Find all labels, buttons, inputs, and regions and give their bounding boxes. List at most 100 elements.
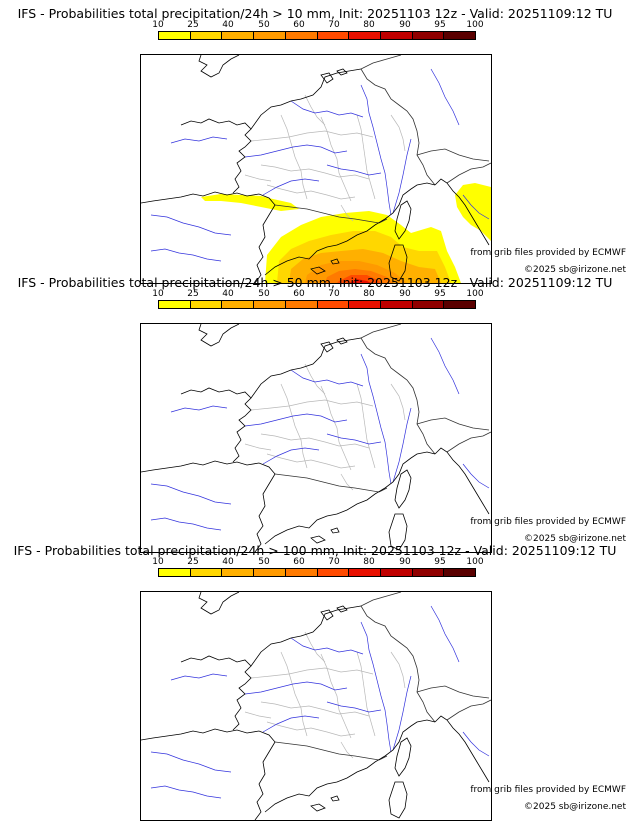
colorbar-label: 40: [222, 20, 234, 30]
colorbar-swatch: [412, 32, 445, 39]
island: [394, 469, 412, 509]
panel-title: IFS - Probabilities total precipitation/…: [17, 275, 613, 290]
panel-title: IFS - Probabilities total precipitation/…: [13, 543, 617, 558]
region-boundary: [340, 473, 354, 491]
region-boundary: [266, 184, 356, 200]
coastline: [264, 719, 436, 813]
river: [150, 248, 222, 262]
river: [376, 411, 392, 485]
river: [244, 413, 348, 427]
colorbar-label: 80: [363, 20, 375, 30]
region-boundary: [244, 443, 272, 451]
colorbar-label: 25: [187, 20, 199, 30]
river: [462, 731, 490, 757]
river: [326, 164, 382, 176]
river: [360, 621, 378, 681]
country-border: [360, 337, 436, 455]
copyright-credit: ©2025 sb@irizone.net: [524, 802, 626, 812]
colorbar: [158, 568, 476, 577]
coastline: [250, 68, 362, 130]
region-boundary: [260, 433, 370, 449]
colorbar-swatch: [412, 569, 445, 576]
coastline: [141, 460, 276, 552]
coastline: [250, 605, 362, 667]
colorbar-swatch: [380, 569, 413, 576]
map-canvas: [141, 55, 491, 283]
probability-area: [455, 183, 491, 241]
probability-map: [140, 323, 492, 553]
country-border: [360, 592, 402, 607]
country-border: [416, 148, 490, 162]
country-border: [274, 204, 388, 224]
colorbar-swatch: [444, 569, 476, 576]
colorbar-label: 95: [434, 20, 446, 30]
colorbar-swatch: [159, 301, 191, 308]
coastline: [180, 118, 252, 194]
country-border: [274, 741, 388, 761]
river: [150, 483, 232, 505]
country-border: [360, 605, 436, 723]
colorbar-swatch: [412, 301, 445, 308]
colorbar-swatch: [159, 569, 191, 576]
river: [392, 407, 412, 483]
region-boundary: [280, 383, 308, 469]
colorbar-label: 60: [293, 289, 305, 299]
colorbar-swatch: [254, 569, 286, 576]
river: [170, 136, 228, 144]
probability-map: [140, 54, 492, 284]
river: [150, 785, 222, 799]
colorbar-label: 10: [152, 557, 164, 567]
river: [244, 681, 348, 695]
country-border: [416, 685, 490, 699]
colorbar-label: 10: [152, 289, 164, 299]
colorbar-label: 50: [258, 20, 270, 30]
region-boundary: [320, 653, 352, 739]
colorbar-label: 100: [466, 557, 484, 567]
colorbar: [158, 300, 476, 309]
colorbar-label: 40: [222, 557, 234, 567]
coastline: [434, 715, 490, 783]
river: [150, 214, 232, 236]
colorbar-label: 95: [434, 557, 446, 567]
river: [376, 679, 392, 753]
map-canvas: [141, 592, 491, 820]
river: [462, 463, 490, 489]
region-boundary: [320, 116, 352, 202]
region-boundary: [266, 453, 356, 469]
map-canvas: [141, 324, 491, 552]
river: [170, 673, 228, 681]
colorbar: [158, 31, 476, 40]
colorbar-label: 25: [187, 289, 199, 299]
colorbar-label: 80: [363, 557, 375, 567]
colorbar-label: 60: [293, 20, 305, 30]
region-boundary: [244, 711, 272, 719]
country-border: [360, 68, 436, 186]
river: [150, 751, 232, 773]
river: [430, 68, 460, 126]
colorbar-swatch: [222, 569, 255, 576]
country-border: [274, 473, 388, 493]
region-boundary: [356, 383, 376, 469]
colorbar-label: 40: [222, 289, 234, 299]
copyright-credit: ©2025 sb@irizone.net: [524, 534, 626, 544]
island: [388, 244, 408, 282]
colorbar-swatch: [190, 569, 223, 576]
colorbar-label: 90: [399, 557, 411, 567]
coastline: [180, 655, 252, 731]
island: [388, 513, 408, 551]
source-credit: from grib files provided by ECMWF: [470, 785, 626, 795]
source-credit: from grib files provided by ECMWF: [470, 517, 626, 527]
coastline: [141, 728, 276, 820]
river: [392, 675, 412, 751]
colorbar-swatch: [254, 301, 286, 308]
colorbar-swatch: [190, 32, 223, 39]
coastline: [198, 55, 240, 78]
colorbar-swatch: [380, 32, 413, 39]
river: [262, 178, 320, 196]
probability-area: [337, 275, 381, 283]
river: [262, 447, 320, 465]
coastline: [141, 191, 276, 283]
probability-area: [201, 194, 299, 211]
river: [326, 433, 382, 445]
region-boundary: [280, 114, 308, 200]
